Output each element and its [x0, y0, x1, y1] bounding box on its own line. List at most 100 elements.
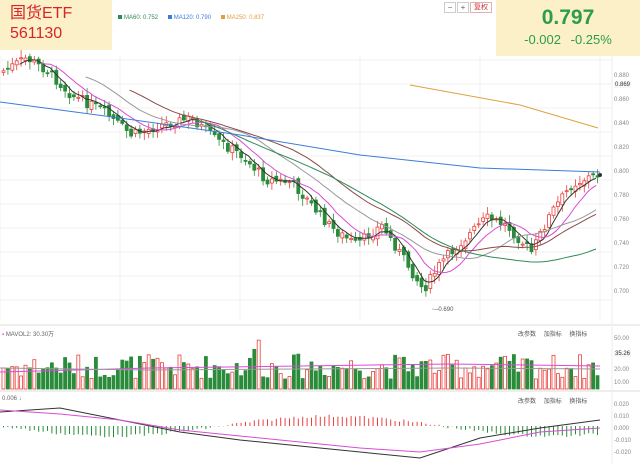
candle-body	[225, 142, 230, 152]
volume-bar	[107, 376, 111, 390]
candle-body	[586, 175, 591, 182]
volume-bar	[542, 369, 547, 390]
volume-bar	[225, 373, 230, 390]
volume-bar	[397, 357, 402, 390]
ma30-line	[129, 89, 597, 252]
volume-bar	[234, 363, 239, 390]
candle-body	[217, 133, 222, 140]
price-change: -0.002 -0.25%	[496, 30, 640, 50]
volume-bar	[459, 377, 464, 390]
volume-bar	[116, 368, 120, 390]
candle-body	[85, 95, 89, 109]
adjust-button[interactable]: 复权	[470, 2, 492, 13]
candle-body	[397, 249, 402, 252]
candle-body	[529, 243, 534, 253]
volume-bar	[243, 370, 248, 390]
candle-body	[410, 264, 415, 279]
volume-bar	[190, 368, 195, 390]
volume-bar	[516, 371, 521, 390]
candle-body	[507, 222, 512, 231]
macd-tick: 0.010	[614, 414, 630, 420]
candle-body	[556, 201, 560, 207]
volume-bar	[278, 373, 283, 390]
volume-bar	[239, 375, 244, 390]
candle-body	[349, 238, 354, 241]
volume-bar	[467, 372, 472, 390]
volume-bar	[27, 367, 32, 390]
candle-body	[98, 105, 103, 108]
volume-bar	[547, 368, 551, 390]
volume-bar	[556, 373, 560, 390]
candle-body	[120, 119, 125, 124]
volume-switch-indicator-button[interactable]: 换指标	[569, 332, 588, 338]
volume-bar	[595, 375, 600, 390]
candle-body	[287, 181, 292, 184]
volume-bar	[50, 362, 54, 390]
candle-body	[344, 234, 349, 239]
zoom-out-button[interactable]: −	[444, 2, 456, 13]
candle-body	[300, 194, 305, 199]
ma120-line	[0, 101, 601, 173]
candle-body	[305, 197, 310, 200]
candle-body	[107, 104, 111, 117]
candle-body	[54, 69, 59, 85]
volume-add-indicator-button[interactable]: 加指标	[543, 332, 562, 338]
macd-tick: -0.010	[614, 438, 632, 444]
ticker-header: 国货ETF 561130	[0, 0, 112, 50]
candle-body	[520, 243, 525, 246]
volume-bar	[551, 354, 556, 390]
volume-tick-current: 35.26	[614, 351, 632, 357]
volume-bar	[1, 367, 6, 390]
candle-body	[419, 277, 424, 288]
low-price-marker: ◦─0.690	[432, 307, 454, 313]
volume-bar	[428, 359, 433, 390]
candle-body	[243, 160, 248, 162]
candle-body	[485, 213, 490, 219]
volume-bar	[151, 358, 156, 390]
macd-add-indicator-button[interactable]: 加指标	[543, 399, 562, 405]
candle-body	[239, 151, 244, 159]
zoom-in-button[interactable]: +	[457, 2, 469, 13]
ma250-line	[409, 84, 599, 129]
volume-bar	[529, 360, 534, 390]
volume-bar	[463, 367, 468, 390]
volume-bar	[437, 370, 442, 390]
volume-bar	[283, 378, 288, 390]
candle-body	[384, 223, 389, 234]
volume-bar	[538, 367, 543, 390]
candle-body	[441, 258, 446, 262]
macd-switch-indicator-button[interactable]: 换指标	[569, 399, 588, 405]
volume-bar	[89, 377, 94, 390]
candle-body	[89, 100, 94, 110]
candle-body	[393, 237, 398, 251]
candle-body	[63, 84, 67, 92]
ticker-code: 561130	[10, 25, 63, 42]
volume-marker-icon: ▪	[2, 332, 5, 338]
volume-bar	[137, 355, 142, 390]
candle-body	[27, 56, 32, 63]
volume-bar	[441, 354, 446, 390]
volume-bar	[512, 354, 516, 390]
macd-edit-params-button[interactable]: 改参数	[518, 399, 537, 405]
volume-bar	[586, 364, 591, 390]
dropdown-arrow-icon[interactable]: ↓	[18, 396, 22, 402]
volume-bar	[454, 359, 459, 390]
volume-bar	[573, 376, 578, 390]
legend-ma120: MA120: 0.790	[167, 15, 211, 21]
volume-bar	[221, 369, 226, 390]
price-tick-current: 0.869	[614, 82, 632, 88]
volume-bar	[534, 378, 538, 390]
volume-bar	[133, 377, 138, 390]
volume-bar	[80, 376, 85, 390]
volume-bar	[230, 371, 235, 390]
candle-body	[265, 179, 270, 185]
candle-body	[432, 273, 437, 277]
volume-bar	[195, 366, 200, 390]
volume-bar	[146, 354, 151, 390]
volume-bar	[45, 367, 50, 390]
volume-bar	[10, 366, 15, 390]
volume-edit-params-button[interactable]: 改参数	[518, 332, 537, 338]
volume-bar	[371, 371, 376, 390]
candle-body	[10, 63, 15, 71]
